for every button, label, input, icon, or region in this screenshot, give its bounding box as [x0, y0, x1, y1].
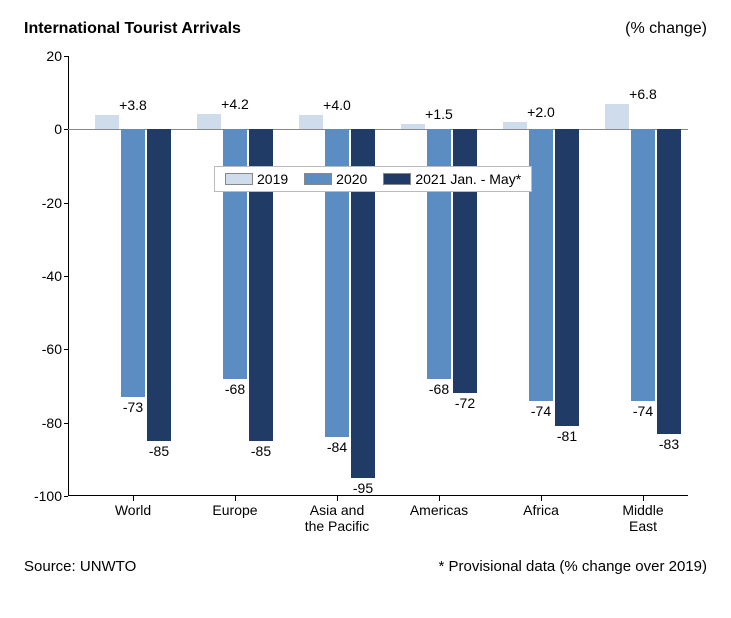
- y-tick-label: -20: [24, 195, 62, 211]
- category-label: Americas: [410, 502, 468, 518]
- bar-value-label: +4.0: [323, 97, 351, 113]
- category-label: Middle East: [611, 502, 675, 534]
- bar-value-label: +3.8: [119, 97, 147, 113]
- y-tick-label: -60: [24, 341, 62, 357]
- legend-swatch: [225, 173, 253, 185]
- legend: 2019 2020 2021 Jan. - May*: [214, 166, 532, 192]
- bar-value-label: -73: [123, 399, 143, 415]
- bar-value-label: -68: [429, 381, 449, 397]
- bar: [631, 129, 655, 400]
- bar-value-label: -85: [251, 443, 271, 459]
- bar-value-label: +1.5: [425, 106, 453, 122]
- bar: [401, 124, 425, 130]
- y-tick-label: 0: [24, 121, 62, 137]
- bar-value-label: -74: [633, 403, 653, 419]
- y-tick-label: -80: [24, 415, 62, 431]
- legend-swatch: [304, 173, 332, 185]
- chart-title: International Tourist Arrivals: [24, 20, 241, 38]
- bar-value-label: -84: [327, 439, 347, 455]
- bar-value-label: -68: [225, 381, 245, 397]
- bar-value-label: -72: [455, 395, 475, 411]
- bar-value-label: +4.2: [221, 96, 249, 112]
- legend-label: 2019: [257, 171, 288, 187]
- bar-value-label: -83: [659, 436, 679, 452]
- y-tick-label: -40: [24, 268, 62, 284]
- category-label: Europe: [212, 502, 257, 518]
- bar-value-label: -85: [149, 443, 169, 459]
- bar-value-label: -81: [557, 428, 577, 444]
- bar: [657, 129, 681, 433]
- chart-unit: (% change): [625, 20, 707, 38]
- category-label: Asia andthe Pacific: [305, 502, 370, 534]
- bar-value-label: -95: [353, 480, 373, 496]
- bar: [555, 129, 579, 426]
- bar: [121, 129, 145, 397]
- source-text: Source: UNWTO: [24, 558, 136, 575]
- bar-value-label: +2.0: [527, 104, 555, 120]
- category-label: Africa: [523, 502, 559, 518]
- legend-label: 2021 Jan. - May*: [415, 171, 521, 187]
- bar: [605, 104, 629, 129]
- bar-value-label: -74: [531, 403, 551, 419]
- y-tick-label: -100: [24, 488, 62, 504]
- bar-value-label: +6.8: [629, 86, 657, 102]
- legend-label: 2020: [336, 171, 367, 187]
- legend-item: 2019: [225, 171, 288, 187]
- bar: [147, 129, 171, 441]
- bar: [503, 122, 527, 129]
- bar: [299, 115, 323, 130]
- legend-swatch: [383, 173, 411, 185]
- legend-item: 2020: [304, 171, 367, 187]
- legend-item: 2021 Jan. - May*: [383, 171, 521, 187]
- bar: [529, 129, 553, 400]
- bar: [197, 114, 221, 129]
- bar: [95, 115, 119, 129]
- category-label: World: [115, 502, 151, 518]
- y-tick-label: 20: [24, 48, 62, 64]
- chart-area: -100 -80 -60 -40 -20 0 20 World +3.8 -73 -85 Europe…: [24, 46, 707, 536]
- footnote-text: * Provisional data (% change over 2019): [439, 558, 708, 575]
